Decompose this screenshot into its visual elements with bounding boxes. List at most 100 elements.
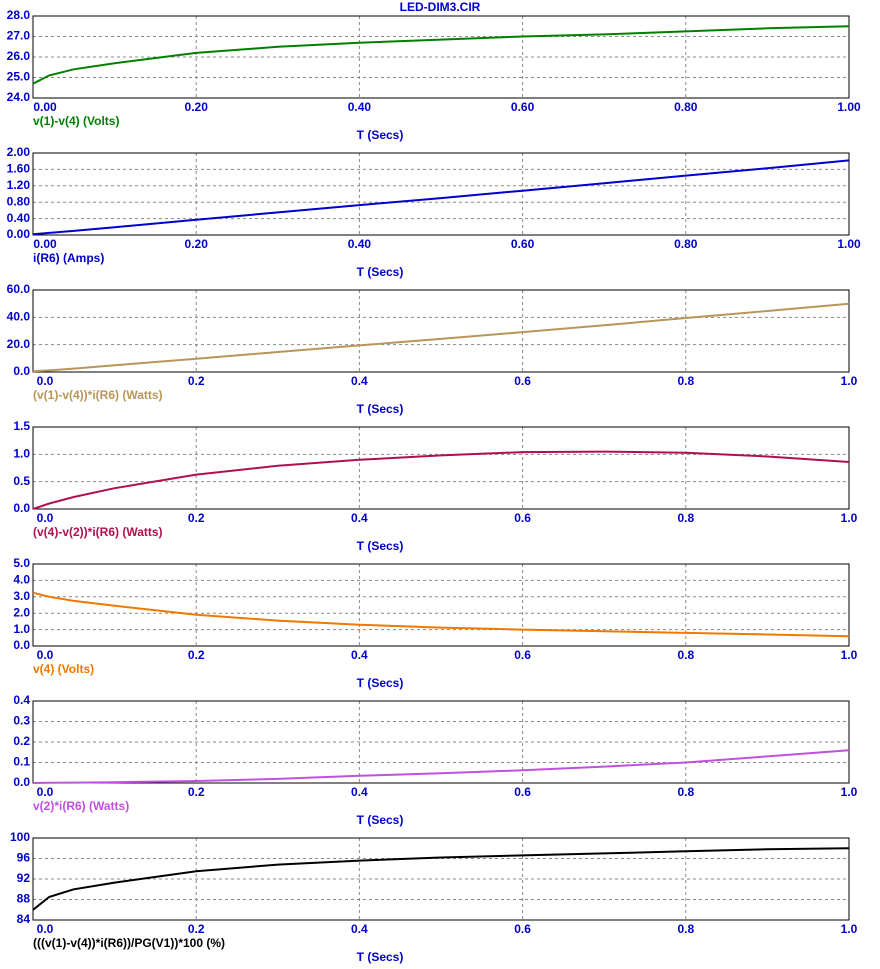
plot-frame (32, 563, 850, 647)
x-tick-label: 0.0 (37, 922, 54, 936)
y-tick-label: 27.0 (7, 29, 31, 43)
x-axis-label: T (Secs) (357, 128, 404, 142)
x-tick-label: 0.60 (511, 237, 535, 251)
x-axis-label: T (Secs) (357, 676, 404, 690)
x-tick-label: 0.6 (514, 648, 531, 662)
y-tick-label: 26.0 (7, 49, 31, 63)
y-tick-label: 1.0 (13, 447, 30, 461)
x-tick-label: 1.0 (841, 922, 858, 936)
x-axis-label: T (Secs) (357, 539, 404, 553)
plot-frame (32, 837, 850, 921)
x-tick-label: 0.6 (514, 374, 531, 388)
x-tick-label: 0.4 (351, 922, 368, 936)
x-tick-label: 1.00 (837, 237, 861, 251)
x-tick-label: 0.8 (677, 785, 694, 799)
series-line (32, 591, 850, 638)
y-tick-label: 1.5 (13, 419, 30, 433)
y-tick-label: 0.2 (13, 734, 30, 748)
y-tick-label: 1.60 (7, 162, 31, 176)
x-tick-label: 1.0 (841, 511, 858, 525)
x-tick-label: 0.4 (351, 511, 368, 525)
plot-frame (32, 700, 850, 784)
x-tick-label: 1.0 (841, 785, 858, 799)
series-line (32, 25, 850, 85)
y-tick-label: 84 (17, 912, 31, 926)
y-tick-label: 0.40 (7, 211, 31, 225)
y-tick-label: 60.0 (7, 282, 31, 296)
x-tick-label: 0.8 (677, 374, 694, 388)
x-tick-label: 0.40 (348, 237, 372, 251)
y-tick-label: 0.0 (13, 638, 30, 652)
y-tick-label: 92 (17, 871, 31, 885)
x-tick-label: 0.8 (677, 922, 694, 936)
plot-frame (32, 15, 850, 99)
series-line (32, 847, 850, 911)
x-tick-label: 0.4 (351, 785, 368, 799)
y-tick-label: 0.5 (13, 474, 30, 488)
y-tick-label: 0.80 (7, 194, 31, 208)
y-tick-label: 0.3 (13, 714, 30, 728)
x-tick-label: 0.6 (514, 785, 531, 799)
x-tick-label: 0.8 (677, 648, 694, 662)
y-tick-label: 4.0 (13, 573, 30, 587)
x-tick-label: 0.6 (514, 922, 531, 936)
y-tick-label: 96 (17, 851, 31, 865)
x-tick-label: 0.0 (37, 648, 54, 662)
x-tick-label: 0.2 (188, 785, 205, 799)
series-line (32, 159, 850, 236)
y-tick-label: 88 (17, 892, 31, 906)
series-line (32, 749, 850, 784)
x-tick-label: 0.8 (677, 511, 694, 525)
series-label: i(R6) (Amps) (33, 251, 104, 265)
x-tick-label: 0.00 (33, 237, 57, 251)
x-tick-label: 0.2 (188, 374, 205, 388)
y-tick-label: 25.0 (7, 70, 31, 84)
x-tick-label: 0.20 (185, 100, 209, 114)
x-tick-label: 1.0 (841, 648, 858, 662)
plot-frame (32, 289, 850, 373)
series-label: (v(1)-v(4))*i(R6) (Watts) (33, 388, 163, 402)
x-tick-label: 0.20 (185, 237, 209, 251)
x-tick-label: 0.00 (33, 100, 57, 114)
x-tick-label: 0.2 (188, 922, 205, 936)
x-tick-label: 0.0 (37, 511, 54, 525)
series-label: v(1)-v(4) (Volts) (33, 114, 119, 128)
y-tick-label: 24.0 (7, 90, 31, 104)
x-tick-label: 0.60 (511, 100, 535, 114)
x-axis-label: T (Secs) (357, 265, 404, 279)
x-tick-label: 0.2 (188, 511, 205, 525)
y-tick-label: 20.0 (7, 337, 31, 351)
x-tick-label: 0.6 (514, 511, 531, 525)
x-tick-label: 0.0 (37, 785, 54, 799)
series-line (32, 302, 850, 373)
y-tick-label: 3.0 (13, 589, 30, 603)
y-tick-label: 1.20 (7, 178, 31, 192)
y-tick-label: 2.00 (7, 145, 31, 159)
x-tick-label: 0.80 (674, 100, 698, 114)
y-tick-label: 0.0 (13, 775, 30, 789)
series-label: (v(4)-v(2))*i(R6) (Watts) (33, 525, 163, 539)
x-tick-label: 1.00 (837, 100, 861, 114)
y-tick-label: 28.0 (7, 8, 31, 22)
y-tick-label: 100 (10, 830, 30, 844)
y-tick-label: 0.1 (13, 755, 30, 769)
series-label: (((v(1)-v(4))*i(R6))/PG(V1))*100 (%) (33, 936, 225, 950)
x-tick-label: 0.0 (37, 374, 54, 388)
y-tick-label: 0.0 (13, 501, 30, 515)
x-axis-label: T (Secs) (357, 813, 404, 827)
x-tick-label: 0.80 (674, 237, 698, 251)
y-tick-label: 40.0 (7, 310, 31, 324)
x-tick-label: 0.40 (348, 100, 372, 114)
x-tick-label: 0.4 (351, 648, 368, 662)
plot-frame (32, 426, 850, 510)
x-tick-label: 0.4 (351, 374, 368, 388)
chart-title: LED-DIM3.CIR (400, 0, 481, 14)
y-tick-label: 0.00 (7, 227, 31, 241)
y-tick-label: 5.0 (13, 556, 30, 570)
plot-area (32, 426, 850, 510)
series-line (32, 450, 850, 510)
x-tick-label: 1.0 (841, 374, 858, 388)
series-label: v(2)*i(R6) (Watts) (33, 799, 129, 813)
plot-area (32, 289, 850, 373)
x-tick-label: 0.2 (188, 648, 205, 662)
